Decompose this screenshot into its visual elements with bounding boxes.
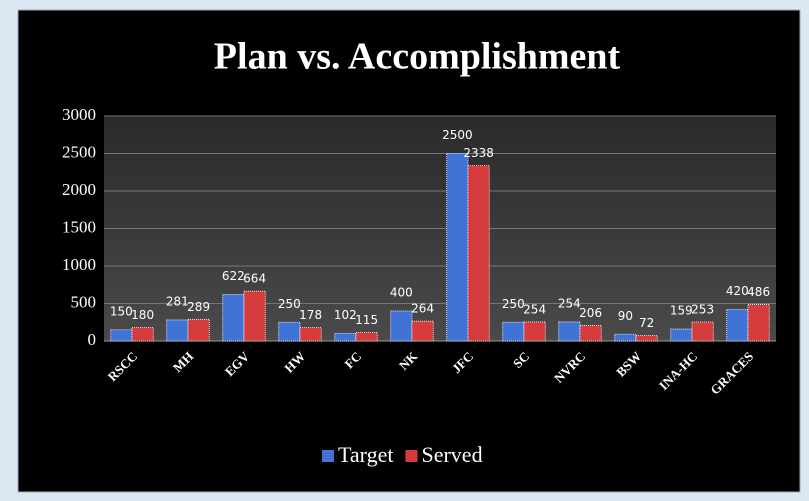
data-label: 289 [187,300,210,314]
bar [187,318,210,342]
bar [278,321,301,342]
bar [635,335,658,342]
data-label: 400 [390,286,413,300]
data-label: 250 [502,297,525,311]
data-label: 664 [243,272,266,286]
bar [446,153,469,342]
bar [166,319,189,342]
bar [299,327,322,342]
data-label: 420 [726,284,749,298]
bar [355,331,378,342]
bar [467,165,490,342]
bar [523,321,546,342]
bar [222,293,245,342]
legend-label: Target [338,442,393,467]
data-label: 253 [691,303,714,317]
data-label: 72 [639,316,654,330]
y-tick-label: 500 [71,292,97,311]
legend-swatch [322,450,334,462]
bar [558,321,581,342]
data-label: 486 [747,285,770,299]
data-label: 622 [222,269,245,283]
y-tick-label: 2500 [62,142,96,161]
bar [670,328,693,342]
y-tick-label: 3000 [62,105,96,124]
data-label: 2500 [442,128,473,142]
data-label: 150 [110,304,133,318]
data-label: 102 [334,308,357,322]
y-tick-label: 1000 [62,255,96,274]
bar [579,325,602,342]
data-label: 2338 [463,146,494,160]
y-tick-label: 0 [88,330,97,349]
bar [502,321,525,342]
bar [411,320,434,342]
legend-swatch [405,450,418,462]
bar [614,333,637,342]
data-label: 180 [131,308,154,322]
bar [747,304,770,342]
y-tick-label: 1500 [62,217,96,236]
bar [334,332,357,342]
data-label: 178 [299,308,322,322]
data-label: 206 [579,306,602,320]
bar [726,309,749,342]
data-label: 250 [278,297,301,311]
bar [390,310,413,342]
data-label: 159 [670,304,693,318]
legend-label: Served [421,442,482,467]
bar [110,329,133,342]
bar [243,290,266,342]
data-label: 115 [355,313,378,327]
data-label: 264 [411,302,434,316]
data-label: 90 [618,309,633,323]
y-tick-label: 2000 [62,180,96,199]
bar [691,321,714,342]
bar [131,327,154,342]
data-label: 254 [558,296,581,310]
data-label: 254 [523,302,546,316]
chart-title: Plan vs. Accomplishment [214,36,621,78]
data-label: 281 [166,294,189,308]
